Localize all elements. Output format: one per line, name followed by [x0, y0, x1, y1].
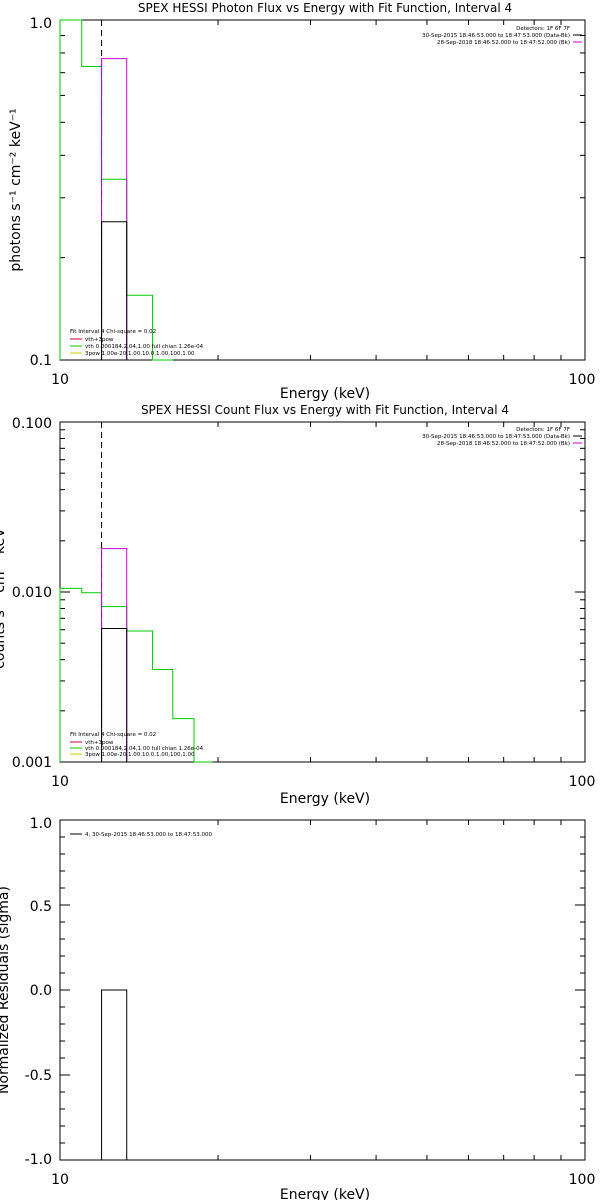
panel-2-ytick-0.100: 0.100: [12, 416, 52, 432]
panel-3-xtick-10: 10: [51, 1172, 69, 1188]
panel-3-xtick-100: 100: [569, 1172, 596, 1188]
panel-1-title: SPEX HESSI Photon Flux vs Energy with Fi…: [138, 1, 512, 15]
panel-3-xlabel: Energy (keV): [280, 1187, 370, 1200]
count-flux-panel: SPEX HESSI Count Flux vs Energy with Fit…: [0, 403, 595, 807]
panel-1-ylabel: photons s⁻¹ cm⁻² keV⁻¹: [8, 108, 24, 271]
panel-1-info-data-interval: 30-Sep-2015 18:46:53.000 to 18:47:53.000…: [422, 33, 570, 39]
panel-1-frame: [59, 19, 586, 361]
panel-2-legend-fit: Fit Interval 4 Chi-square = 0.02: [70, 732, 156, 738]
panel-2-info-detectors: Detectors: 1F 6F 7F: [516, 427, 570, 433]
panel-1-ytick-0.1: 0.1: [30, 353, 52, 369]
panel-1-legend-model: vth+3pow: [85, 337, 114, 343]
panel-3-ticks: [59, 819, 586, 1161]
panel-2-xtick-100: 100: [569, 774, 596, 790]
panel-1-xtick-100: 100: [569, 372, 596, 388]
series-2-histogram: [101, 627, 128, 762]
panel-2-data: [59, 422, 213, 763]
series-1-histogram: [101, 58, 128, 360]
panel-2-ytick-0.001: 0.001: [12, 755, 52, 771]
panel-3-frame: [59, 819, 586, 1161]
panel-3-legend-interval: 4, 30-Sep-2015 18:46:53.000 to 18:47:53.…: [85, 832, 212, 838]
panel-1-legend-fit: Fit Interval 4 Chi-square = 0.02: [70, 329, 156, 335]
panel-3-ytick--1.0: -1.0: [25, 1152, 52, 1168]
series-0-histogram: [101, 989, 128, 1160]
series-2-histogram: [101, 221, 128, 360]
panel-3-ylabel: Normalized Residuals (sigma): [0, 886, 12, 1094]
panel-3-ytick-0.0: 0.0: [30, 983, 52, 999]
panel-1-ytick-1: 1.0: [30, 16, 52, 32]
panel-1-xtick-10: 10: [51, 372, 69, 388]
panel-3-ytick-1.0: 1.0: [30, 816, 52, 832]
photon-flux-panel: SPEX HESSI Photon Flux vs Energy with Fi…: [8, 1, 595, 402]
panel-2-xlabel: Energy (keV): [280, 791, 370, 807]
residuals-panel: 10 100 1.0 0.5 0.0 -0.5 -1.0 Energy (keV…: [0, 816, 595, 1200]
panel-2-info-bk-interval: 28-Sep-2018 18:46:52.000 to 18:47:52.000…: [437, 441, 570, 447]
panel-1-info-detectors: Detectors: 1F 6F 7F: [516, 26, 570, 32]
panel-1-info-bk-interval: 28-Sep-2018 18:46:52.000 to 18:47:52.000…: [437, 40, 570, 46]
panel-3-data: [101, 989, 128, 1160]
panel-2-legend-model: vth+3pow: [85, 740, 114, 746]
panel-2-legend-vth: vth 0.000184,2.04,1.00 full chian 1.26e-…: [85, 746, 204, 752]
panel-2-ytick-0.010: 0.010: [12, 585, 52, 601]
panel-1-legend-vth: vth 0.000184,2.04,1.00 full chian 1.26e-…: [85, 344, 204, 350]
panel-1-xlabel: Energy (keV): [280, 386, 370, 402]
panel-2-frame: [59, 421, 586, 763]
panel-2-ticks: [59, 421, 586, 763]
panel-1-legend-3pow: 3pow 1.00e-20,1.00,10.0,1.00,100,1.00: [85, 351, 195, 357]
panel-2-xtick-10: 10: [51, 774, 69, 790]
panel-2-ylabel: counts s⁻¹ cm⁻² keV⁻¹: [0, 515, 8, 669]
series-1-histogram: [101, 548, 128, 762]
panel-2-title: SPEX HESSI Count Flux vs Energy with Fit…: [141, 403, 509, 417]
panel-3-ytick-0.5: 0.5: [30, 899, 52, 915]
series-0-histogram: [59, 19, 173, 361]
panel-1-data: [59, 19, 173, 361]
panel-3-ytick--0.5: -0.5: [25, 1068, 52, 1084]
panel-1-ticks: [59, 19, 586, 361]
panel-2-info-data-interval: 30-Sep-2015 18:46:53.000 to 18:47:53.000…: [422, 434, 570, 440]
panel-2-legend-3pow: 3pow 1.00e-20,1.00,10.0,1.00,100,1.00: [85, 752, 195, 758]
